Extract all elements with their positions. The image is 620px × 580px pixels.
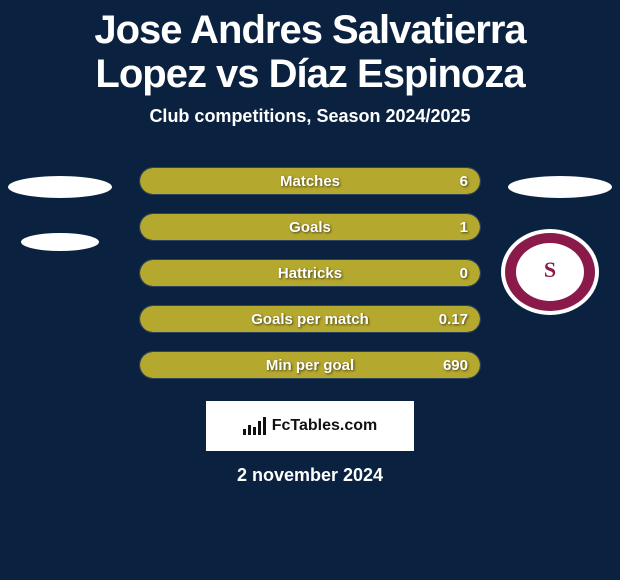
footer-date: 2 november 2024 — [0, 465, 620, 486]
footer-brand-text: FcTables.com — [272, 417, 378, 435]
stat-value: 0 — [460, 265, 468, 282]
stat-value: 0.17 — [439, 311, 468, 328]
stat-label: Hattricks — [140, 265, 480, 282]
stat-row-goals: Goals 1 — [139, 213, 481, 241]
stat-value: 1 — [460, 219, 468, 236]
stat-label: Goals per match — [140, 311, 480, 328]
stat-label: Min per goal — [140, 357, 480, 374]
subtitle: Club competitions, Season 2024/2025 — [0, 106, 620, 127]
stat-row-matches: Matches 6 — [139, 167, 481, 195]
svg-text:S: S — [544, 257, 556, 282]
footer-brand-card: FcTables.com — [206, 401, 414, 451]
decor-ellipse-left-2 — [21, 233, 99, 251]
stat-row-hattricks: Hattricks 0 — [139, 259, 481, 287]
stat-value: 690 — [443, 357, 468, 374]
stat-label: Matches — [140, 173, 480, 190]
club-badge: S — [500, 228, 600, 316]
stat-value: 6 — [460, 173, 468, 190]
decor-ellipse-left-1 — [8, 176, 112, 198]
stat-row-mpg: Min per goal 690 — [139, 351, 481, 379]
page-title: Jose Andres Salvatierra Lopez vs Díaz Es… — [0, 0, 620, 96]
decor-ellipse-right-1 — [508, 176, 612, 198]
stat-label: Goals — [140, 219, 480, 236]
club-badge-svg: S — [500, 228, 600, 316]
stat-row-gpm: Goals per match 0.17 — [139, 305, 481, 333]
bar-chart-icon — [243, 417, 266, 435]
